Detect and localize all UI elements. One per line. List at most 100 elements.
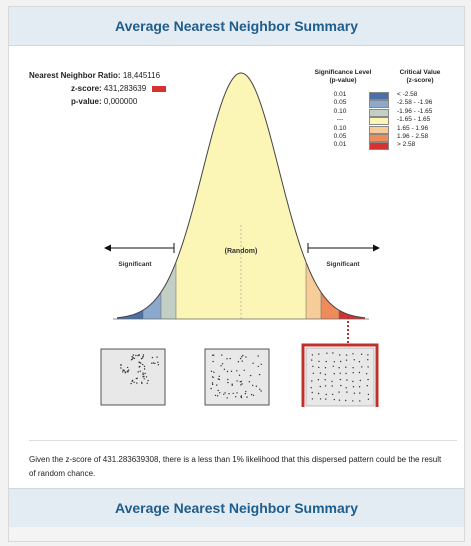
bell-curve-diagram: (Random)SignificantSignificantClusteredR… (100, 72, 380, 407)
pattern-dot (131, 356, 133, 358)
pattern-dot (259, 388, 261, 390)
pattern-dot (353, 359, 355, 361)
pattern-dot (332, 365, 334, 367)
pattern-dot (345, 366, 347, 368)
pattern-dot (136, 382, 138, 384)
legend-row: 0.10 1.65 - 1.96 (309, 125, 469, 134)
pattern-dot (151, 362, 153, 364)
pattern-dot (339, 378, 342, 381)
pattern-dot (143, 365, 146, 368)
pattern-dot (241, 356, 243, 358)
pattern-dot (238, 374, 241, 376)
curve-region (306, 262, 321, 319)
pattern-dot (241, 383, 243, 385)
pattern-dot (255, 385, 258, 387)
pattern-dot (318, 360, 320, 363)
curve-region (339, 310, 365, 319)
pattern-dot (312, 365, 314, 368)
pattern-dot (145, 376, 148, 378)
pattern-dot (130, 359, 133, 361)
pattern-dot (358, 386, 361, 388)
pattern-dot (366, 385, 368, 387)
pattern-dot (138, 354, 140, 356)
pattern-dot (126, 371, 129, 373)
pattern-dot (339, 372, 341, 374)
legend-swatch (369, 108, 389, 117)
pattern-dot (219, 392, 221, 394)
pattern-dot (257, 355, 259, 357)
legend-swatch (369, 100, 389, 109)
pattern-dot (333, 398, 335, 401)
legend-swatch (369, 92, 389, 100)
pattern-dot (338, 399, 341, 401)
pattern-dot (333, 361, 335, 363)
pattern-dot (239, 381, 241, 383)
pattern-dot (333, 373, 335, 375)
pattern-dot (252, 362, 254, 364)
pattern-dot (213, 354, 215, 356)
result-caption: Given the z-score of 431.283639308, ther… (29, 455, 442, 478)
pattern-dot (223, 368, 226, 370)
pattern-dot (241, 360, 243, 362)
pattern-dot (142, 372, 144, 374)
legend-pvalue: 0.05 (333, 99, 347, 107)
legend-pvalue: 0.01 (333, 91, 347, 98)
legend-row: 0.05 -2.58 - -1.96 (309, 99, 469, 109)
legend-swatch (369, 117, 389, 126)
pattern-dot (319, 372, 322, 374)
pattern-dot (211, 382, 214, 384)
pattern-box (305, 347, 375, 407)
pattern-dot (124, 372, 127, 374)
legend-zvalue: -1.96 - -1.65 (397, 107, 433, 115)
pattern-dot (142, 363, 144, 366)
pattern-dot (352, 353, 354, 355)
pattern-dot (358, 371, 361, 374)
pattern-dot (311, 391, 313, 394)
pattern-dot (346, 379, 348, 381)
pattern-dot (243, 369, 245, 371)
pattern-dot (352, 386, 355, 388)
pattern-dot (235, 396, 237, 398)
pattern-dot (127, 369, 130, 371)
pattern-dot (345, 399, 347, 402)
pattern-dot (140, 362, 142, 364)
pattern-dot (324, 379, 326, 381)
summary-header-2: Average Nearest Neighbor Summary (9, 488, 464, 528)
legend-swatch (369, 125, 389, 134)
pattern-dot (143, 368, 146, 370)
legend-crit-sub: (z-score) (406, 77, 434, 84)
pattern-dot (211, 376, 214, 378)
pattern-dot (257, 365, 259, 368)
pattern-dot (252, 394, 255, 396)
summary-title: Average Nearest Neighbor Summary (114, 18, 359, 34)
legend-pvalue: 0.05 (333, 132, 347, 140)
pattern-dot (245, 356, 247, 358)
zscore-row: z-score: 431,283639 (29, 82, 167, 95)
legend-swatch (369, 142, 389, 151)
pattern-dot (249, 374, 252, 377)
pattern-box (204, 348, 270, 406)
pattern-dot (236, 380, 238, 382)
pattern-dot (217, 378, 219, 380)
pvalue-value: 0,000000 (103, 97, 138, 106)
pattern-dot (331, 385, 333, 387)
pattern-dot (324, 385, 327, 387)
pattern-dot (135, 354, 137, 357)
legend-pvalue: --- (336, 116, 344, 124)
pattern-dot (311, 380, 313, 382)
pattern-dot (340, 384, 342, 387)
curve-region (176, 73, 306, 319)
pattern-dot (133, 381, 135, 383)
pattern-dot (319, 385, 321, 388)
pattern-dot (231, 383, 233, 385)
legend-row: 0.01 < -2.58 (309, 91, 469, 100)
pattern-dot (352, 400, 354, 402)
pattern-dot (359, 379, 361, 382)
pattern-dot (132, 357, 134, 359)
pattern-dot (141, 357, 144, 359)
legend-row: 0.05 1.96 - 2.58 (309, 132, 469, 142)
pattern-dot (143, 375, 145, 378)
significant-right-label: Significant (326, 261, 360, 268)
pattern-dot (367, 378, 369, 381)
pattern-dot (218, 375, 220, 377)
